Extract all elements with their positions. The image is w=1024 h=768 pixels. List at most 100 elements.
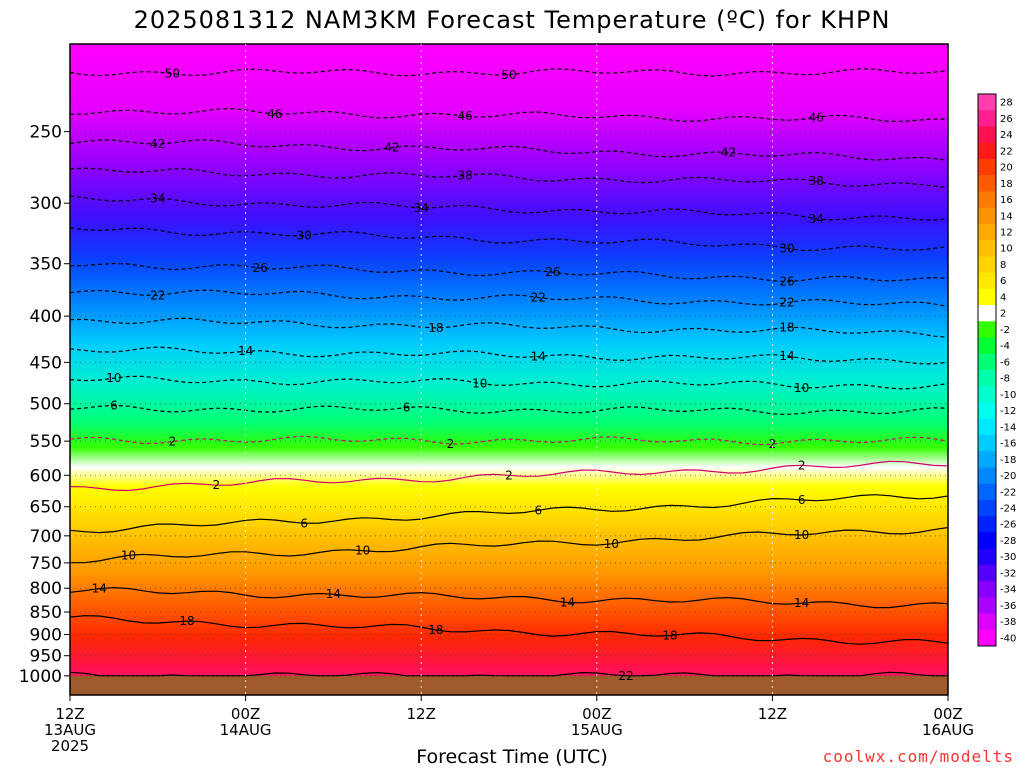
colorbar-swatch — [978, 272, 996, 290]
colorbar-label: 6 — [1000, 276, 1006, 287]
colorbar-label: 22 — [1000, 146, 1013, 157]
isotherm-label: 10 — [794, 381, 809, 395]
isotherm-label: 34 — [809, 212, 824, 226]
colorbar-label: -16 — [1000, 439, 1016, 450]
colorbar-swatch — [978, 288, 996, 306]
colorbar-label: -30 — [1000, 552, 1016, 563]
colorbar-swatch — [978, 581, 996, 598]
colorbar-swatch — [978, 142, 996, 160]
x-axis-title: Forecast Time (UTC) — [416, 746, 608, 768]
isotherm-label: 10 — [604, 537, 619, 551]
isotherm-label: 46 — [267, 107, 282, 121]
isotherm-label: 18 — [179, 614, 194, 628]
colorbar-swatch — [978, 402, 996, 420]
isotherm-10 — [70, 526, 949, 564]
isotherm-label: 26 — [545, 265, 560, 279]
isotherm-label: 42 — [721, 145, 736, 159]
colorbar-label: 26 — [1000, 114, 1013, 125]
colorbar-label: -34 — [1000, 585, 1016, 596]
colorbar-swatch — [978, 321, 996, 339]
colorbar-label: -22 — [1000, 487, 1016, 498]
isotherm-label: 10 — [472, 376, 487, 390]
colorbar-swatch — [978, 548, 996, 566]
y-tick-label: 750 — [30, 554, 62, 574]
colorbar-label: 2 — [1000, 309, 1006, 320]
isotherm-label: 26 — [253, 261, 268, 275]
colorbar-label: -4 — [1000, 341, 1010, 352]
colorbar-swatch — [978, 353, 996, 371]
isotherm-label: 6 — [798, 493, 806, 507]
colorbar-swatch — [978, 564, 996, 582]
colorbar-label: -38 — [1000, 617, 1016, 628]
isotherm-label: 50 — [501, 68, 516, 82]
y-tick-label: 550 — [30, 432, 62, 452]
colorbar-label: -40 — [1000, 633, 1016, 644]
temperature-field — [70, 44, 948, 695]
isotherm--14 — [69, 346, 949, 365]
y-tick-label: 250 — [30, 123, 62, 143]
isotherm--10 — [69, 375, 949, 390]
colorbar-label: 24 — [1000, 130, 1013, 141]
colorbar-label: -18 — [1000, 455, 1016, 466]
isotherm--26 — [70, 262, 949, 283]
isotherm-label: 18 — [779, 320, 794, 334]
isotherm-label: 46 — [457, 109, 472, 123]
isotherm-label: 14 — [326, 587, 341, 601]
y-tick-label: 900 — [30, 625, 62, 645]
colorbar-label: -24 — [1000, 504, 1016, 515]
y-tick-label: 350 — [30, 255, 62, 275]
x-tick-label: 15AUG — [571, 721, 623, 739]
isotherm-label: 6 — [403, 401, 411, 415]
plot-area — [69, 43, 949, 696]
isotherm--2 — [69, 435, 949, 446]
colorbar-swatch — [978, 191, 996, 209]
colorbar-swatch — [978, 451, 996, 468]
x-tick-label: 14AUG — [220, 721, 272, 739]
isotherm-label: 10 — [121, 548, 136, 562]
colorbar-swatch — [978, 386, 996, 403]
isotherm-label: 18 — [662, 629, 677, 643]
y-tick-label: 700 — [30, 527, 62, 547]
isotherm-label: 14 — [779, 349, 794, 363]
colorbar-swatch — [978, 94, 996, 111]
x-tick-label: 12Z — [758, 705, 787, 723]
plot-frame — [69, 43, 949, 696]
y-tick-label: 950 — [30, 647, 62, 667]
isotherm-label: 14 — [531, 350, 546, 364]
colorbar-swatch — [978, 629, 996, 647]
colorbar-swatch — [978, 434, 996, 452]
y-tick-label: 600 — [30, 466, 62, 486]
colorbar-label: -8 — [1000, 374, 1010, 385]
isotherm--50 — [69, 68, 949, 77]
chart-title: 2025081312 NAM3KM Forecast Temperature (… — [133, 6, 891, 34]
x-tick-label: 2025 — [51, 737, 89, 755]
colorbar-swatch — [978, 532, 996, 550]
colorbar-label: -20 — [1000, 471, 1016, 482]
isotherm-label: 2 — [798, 458, 806, 472]
colorbar-swatch — [978, 126, 996, 144]
isotherm-label: 22 — [618, 669, 633, 683]
colorbar-label: -2 — [1000, 325, 1010, 336]
isotherm-label: 18 — [428, 623, 443, 637]
colorbar-swatch — [978, 467, 996, 485]
colorbar-swatch — [978, 223, 996, 241]
isotherm-label: 6 — [110, 398, 118, 412]
isotherm-label: 42 — [384, 141, 399, 155]
y-tick-label: 650 — [30, 498, 62, 518]
colorbar-label: -26 — [1000, 520, 1016, 531]
y-tick-label: 450 — [30, 353, 62, 373]
credit-link[interactable]: coolwx.com/modelts — [822, 747, 1014, 766]
colorbar-swatch — [978, 370, 996, 387]
isotherm--30 — [69, 226, 949, 251]
isotherm-label: 2 — [505, 468, 513, 482]
colorbar-swatch — [978, 613, 996, 631]
y-tick-label: 800 — [30, 579, 62, 599]
colorbar-swatch — [978, 240, 996, 257]
isotherm-label: 22 — [150, 288, 165, 302]
colorbar-swatch — [978, 516, 996, 533]
colorbar-label: 8 — [1000, 260, 1006, 271]
isotherm-label: 2 — [213, 478, 221, 492]
x-tick-label: 00Z — [582, 705, 611, 723]
